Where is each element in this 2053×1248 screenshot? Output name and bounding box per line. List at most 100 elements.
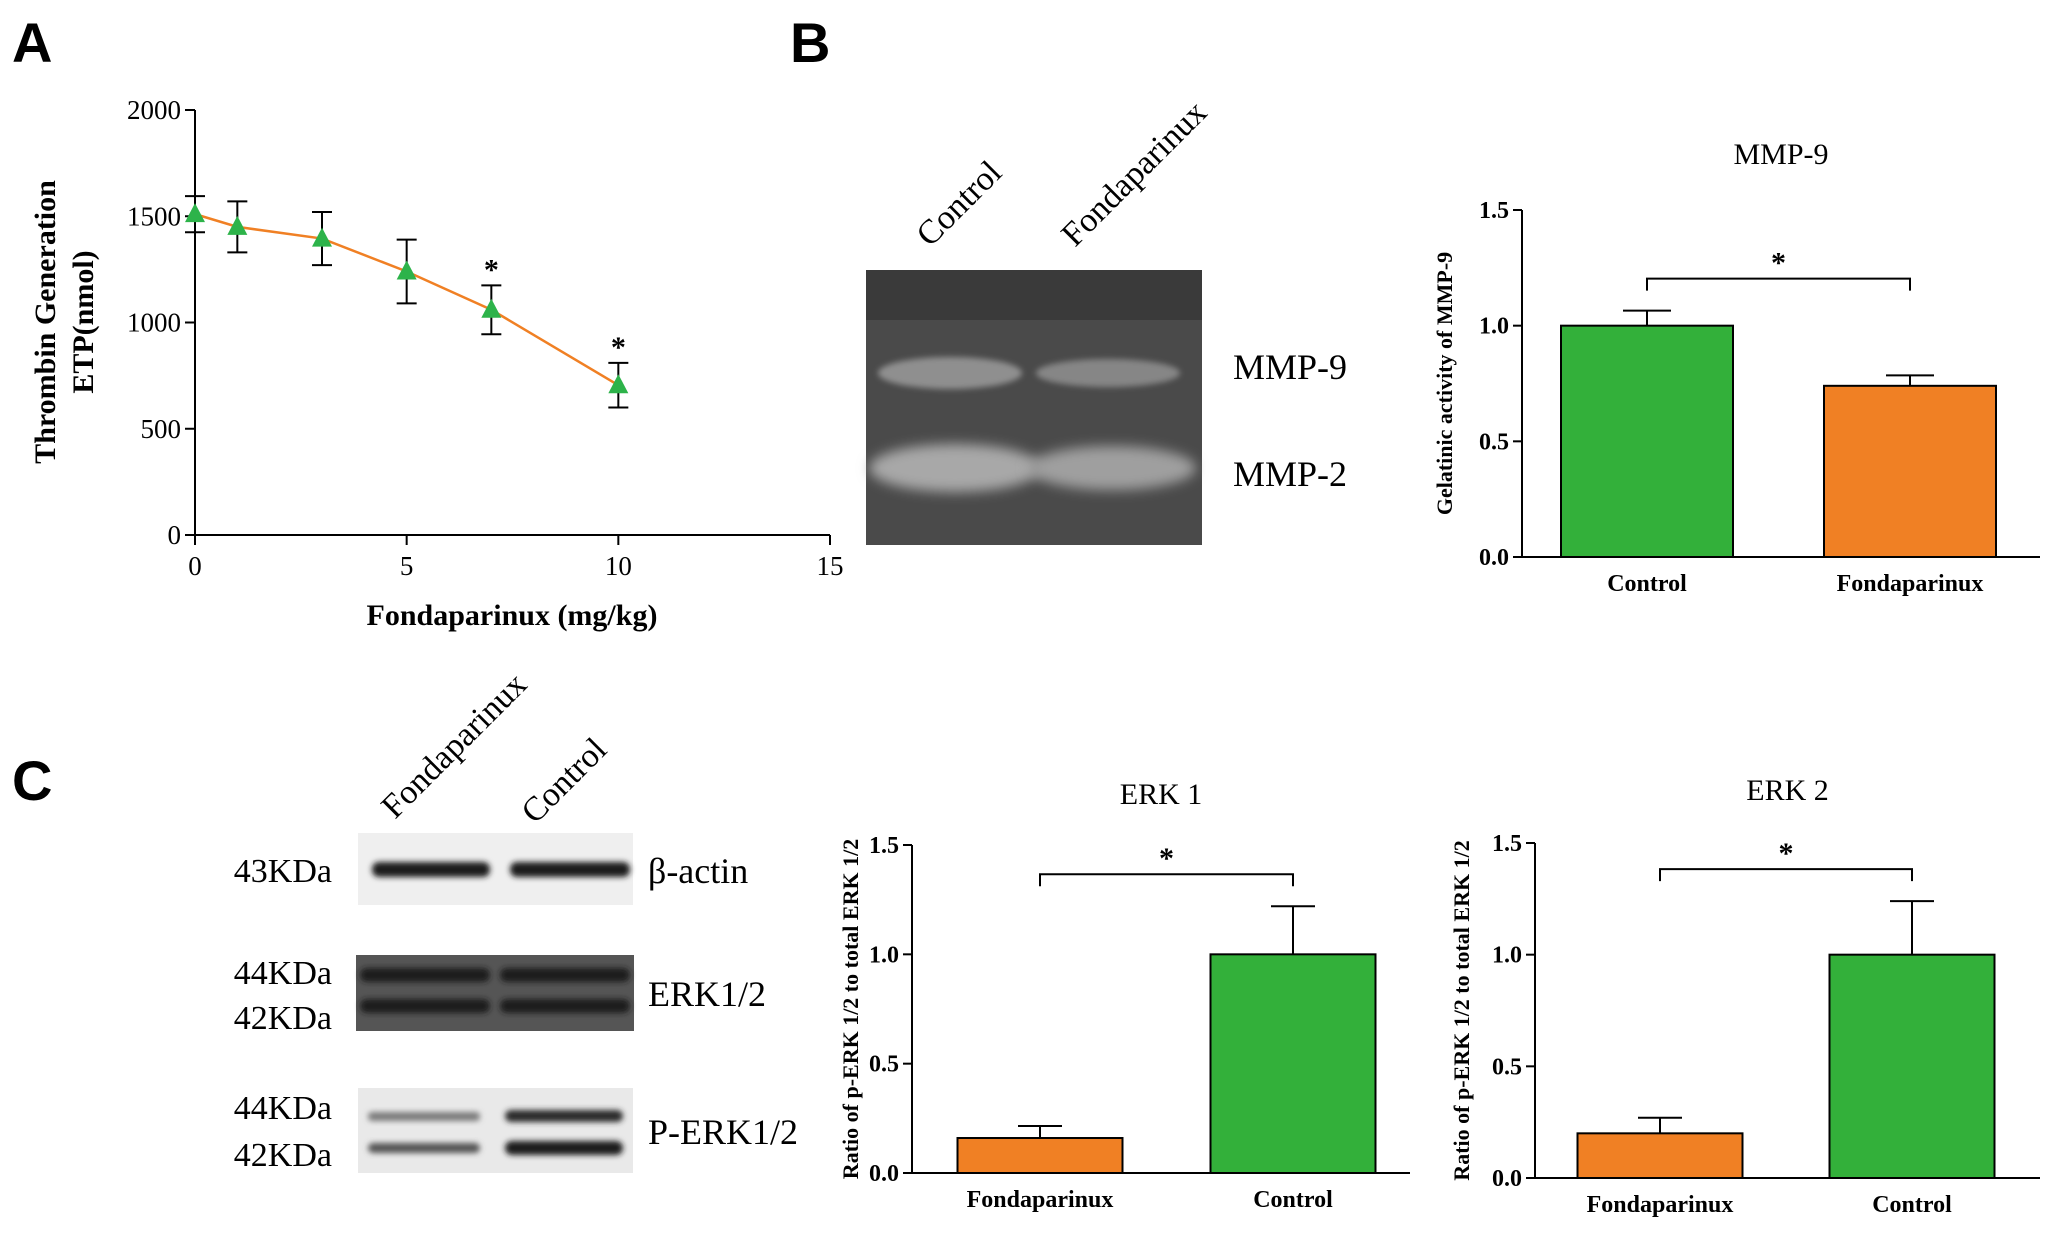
blot-band-perk1-control bbox=[505, 1110, 623, 1122]
chart-c1-y-tick-label: 0.0 bbox=[869, 1161, 899, 1187]
chart-b-significance-bracket bbox=[1646, 277, 1911, 291]
gel-band-mmp2-control bbox=[869, 444, 1041, 492]
chart-c2-y-tick-label: 0.0 bbox=[1492, 1166, 1522, 1192]
blot-mw-erk-42: 42KDa bbox=[234, 1000, 332, 1037]
panel-letter-c: C bbox=[12, 749, 52, 812]
blot-mw-beta-actin: 43KDa bbox=[234, 853, 332, 890]
gel-lane-label-control: Control bbox=[909, 154, 1009, 254]
western-blot: Fondaparinux Control 43KDa β-actin 44KDa… bbox=[234, 666, 798, 1174]
gel-band-label-mmp9: MMP-9 bbox=[1233, 347, 1347, 387]
chart-a-point bbox=[396, 260, 417, 280]
blot-band-erk1-control bbox=[500, 968, 630, 982]
blot-band-perk2-control bbox=[505, 1141, 623, 1155]
panel-letter-b: B bbox=[790, 11, 830, 74]
chart-b-y-tick-label: 0.5 bbox=[1479, 429, 1509, 455]
chart-c2-significance-star: * bbox=[1779, 837, 1794, 870]
chart-c1-significance-star: * bbox=[1159, 842, 1174, 875]
chart-b-category-label: Fondaparinux bbox=[1837, 571, 1984, 597]
chart-b-title: MMP-9 bbox=[1733, 138, 1828, 171]
chart-c2-bar bbox=[1828, 953, 1996, 1180]
blot-band-erk1-fondaparinux bbox=[360, 968, 490, 982]
chart-b-category-label: Control bbox=[1607, 571, 1687, 597]
blot-mw-perk-42: 42KDa bbox=[234, 1137, 332, 1174]
blot-band-erk2-control bbox=[500, 999, 630, 1013]
chart-b-bar bbox=[1560, 324, 1734, 558]
chart-c1-y-tick-label: 1.0 bbox=[869, 942, 899, 968]
blot-band-perk1-fondaparinux bbox=[368, 1112, 480, 1121]
chart-a-tick-labels: 0 5 10 15 0 500 1000 1500 2000 bbox=[127, 95, 844, 581]
panel-letter-a: A bbox=[12, 11, 52, 74]
chart-a-y-tick-label: 500 bbox=[141, 414, 182, 444]
chart-b-y-tick-label: 1.5 bbox=[1479, 198, 1509, 224]
chart-b: 0.0 0.5 1.0 1.5 Control Fondaparinux * MMP-9 Gel… bbox=[1432, 138, 2040, 597]
chart-c2-y-label: Ratio of p-ERK 1/2 to total ERK 1/2 bbox=[1449, 840, 1474, 1180]
chart-c2-y-tick-label: 1.5 bbox=[1492, 831, 1522, 857]
chart-b-bar bbox=[1823, 384, 1997, 558]
gel-shade bbox=[866, 270, 1202, 320]
chart-c2: 0.0 0.5 1.0 1.5 Fondaparinux Control * ERK 2 Rat… bbox=[1449, 774, 2040, 1218]
chart-c2-significance-bracket bbox=[1659, 868, 1913, 882]
blot-lane-label-fondaparinux: Fondaparinux bbox=[374, 666, 534, 826]
chart-b-y-label: Gelatinic activity of MMP-9 bbox=[1432, 252, 1457, 515]
chart-a-y-tick-label: 1000 bbox=[127, 308, 181, 338]
chart-a-significance-star: * bbox=[484, 253, 499, 286]
chart-a-x-label: Fondaparinux (mg/kg) bbox=[367, 599, 658, 632]
chart-a-y-label-line1: Thrombin Generation bbox=[29, 180, 62, 464]
chart-c1-significance-bracket bbox=[1039, 873, 1294, 887]
chart-a-y-label-line2: ETP(nmol) bbox=[67, 250, 100, 393]
chart-c1: 0.0 0.5 1.0 1.5 Fondaparinux Control * ERK 1 Rat… bbox=[838, 778, 1410, 1213]
chart-a-points bbox=[185, 203, 629, 394]
blot-mw-perk-44: 44KDa bbox=[234, 1090, 332, 1127]
gel-band-mmp9-fondaparinux bbox=[1036, 359, 1180, 387]
chart-c2-y-tick-label: 1.0 bbox=[1492, 943, 1522, 969]
chart-a-point bbox=[312, 227, 332, 247]
blot-band-perk2-fondaparinux bbox=[368, 1143, 480, 1153]
chart-a-x-tick-label: 10 bbox=[605, 551, 632, 581]
blot-mw-erk-44: 44KDa bbox=[234, 955, 332, 992]
blot-label-beta-actin: β-actin bbox=[648, 851, 748, 891]
chart-c2-y-tick-label: 0.5 bbox=[1492, 1054, 1522, 1080]
blot-band-beta-actin-fondaparinux bbox=[372, 862, 490, 877]
gel-band-mmp9-control bbox=[878, 357, 1022, 389]
chart-b-y-tick-label: 0.0 bbox=[1479, 545, 1509, 571]
chart-a-point bbox=[481, 298, 502, 318]
blot-band-beta-actin-control bbox=[510, 862, 630, 877]
gel-lane-label-fondaparinux: Fondaparinux bbox=[1054, 94, 1214, 254]
blot-row-erk bbox=[356, 955, 634, 1031]
chart-a-y-tick-label: 2000 bbox=[127, 95, 181, 125]
chart-b-y-tick-label: 1.0 bbox=[1479, 314, 1509, 340]
chart-a-series-line bbox=[194, 212, 619, 387]
chart-c1-bar bbox=[1209, 953, 1377, 1174]
blot-row-perk bbox=[358, 1088, 633, 1173]
chart-a-x-tick-label: 5 bbox=[400, 551, 414, 581]
chart-a-point bbox=[185, 203, 205, 223]
blot-label-erk: ERK1/2 bbox=[648, 974, 766, 1014]
chart-a-x-tick-label: 15 bbox=[817, 551, 844, 581]
blot-lane-label-control: Control bbox=[514, 731, 614, 831]
chart-a-ticks bbox=[185, 109, 831, 545]
chart-a-x-tick-label: 0 bbox=[188, 551, 202, 581]
chart-c2-category-label: Control bbox=[1872, 1192, 1952, 1218]
chart-c1-category-label: Fondaparinux bbox=[967, 1187, 1114, 1213]
chart-a-significance-star: * bbox=[611, 331, 626, 364]
gel-band-label-mmp2: MMP-2 bbox=[1233, 454, 1347, 494]
chart-c1-bar bbox=[956, 1137, 1124, 1174]
zymography-gel: Control Fondaparinux MMP-9 MMP-2 bbox=[866, 94, 1347, 545]
chart-a-y-tick-label: 1500 bbox=[127, 201, 181, 231]
chart-c1-y-tick-label: 1.5 bbox=[869, 833, 899, 859]
chart-b-significance-star: * bbox=[1771, 247, 1786, 280]
chart-c1-title: ERK 1 bbox=[1120, 778, 1203, 811]
chart-c1-y-tick-label: 0.5 bbox=[869, 1052, 899, 1078]
chart-a-point bbox=[608, 374, 629, 394]
chart-c2-title: ERK 2 bbox=[1746, 774, 1829, 807]
chart-a-significance: ** bbox=[484, 253, 626, 364]
chart-c1-category-label: Control bbox=[1253, 1187, 1333, 1213]
chart-c2-category-label: Fondaparinux bbox=[1587, 1192, 1734, 1218]
chart-c1-y-label: Ratio of p-ERK 1/2 to total ERK 1/2 bbox=[838, 839, 863, 1179]
blot-label-perk: P-ERK1/2 bbox=[648, 1112, 798, 1152]
blot-band-erk2-fondaparinux bbox=[360, 999, 490, 1013]
chart-a-point bbox=[227, 215, 248, 235]
gel-band-mmp2-fondaparinux bbox=[1028, 446, 1196, 490]
